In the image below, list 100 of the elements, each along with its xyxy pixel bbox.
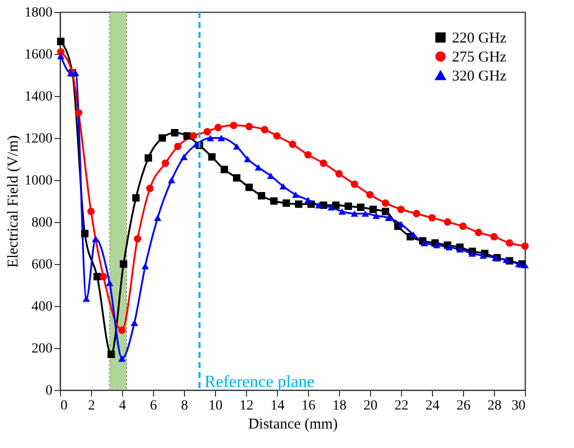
point — [106, 280, 114, 286]
point — [57, 38, 64, 46]
point — [204, 128, 211, 136]
point — [372, 212, 380, 219]
point — [142, 262, 149, 270]
x-tick-label: 10 — [208, 398, 222, 414]
x-tick-label: 20 — [364, 398, 378, 414]
point — [132, 194, 140, 202]
x-tick-label: 24 — [426, 398, 440, 414]
point — [57, 52, 64, 60]
point — [134, 235, 142, 242]
point — [420, 240, 428, 246]
x-tick-label: 28 — [488, 398, 502, 414]
point — [279, 183, 287, 190]
point — [412, 210, 420, 218]
point — [214, 124, 222, 132]
point — [356, 204, 364, 212]
point — [410, 231, 418, 238]
point — [456, 246, 464, 253]
point — [118, 355, 126, 362]
point — [120, 260, 128, 268]
y-tick-label: 1600 — [24, 48, 52, 62]
x-tick-label: 30 — [512, 398, 526, 414]
point — [206, 134, 214, 142]
y-tick-label: 600 — [32, 258, 52, 272]
point — [220, 166, 228, 174]
legend-label: 320 GHz — [452, 68, 507, 84]
point — [459, 222, 467, 230]
point — [158, 134, 166, 142]
point — [384, 214, 392, 222]
point — [397, 220, 405, 228]
y-tick-label: 1400 — [24, 90, 52, 104]
point — [168, 176, 176, 184]
point — [362, 210, 370, 217]
point — [350, 180, 358, 188]
point — [428, 214, 436, 222]
point — [244, 156, 252, 162]
y-tick-label: 1200 — [24, 132, 52, 146]
y-tick-label: 0 — [46, 384, 52, 398]
point — [292, 191, 300, 198]
point — [315, 202, 323, 208]
legend-label: 275 GHz — [452, 50, 507, 66]
point — [444, 218, 452, 226]
x-tick-label: 26 — [456, 398, 470, 414]
point — [230, 122, 238, 130]
point — [87, 208, 95, 216]
point — [282, 199, 290, 207]
y-tick-label: 200 — [32, 342, 52, 356]
x-tick-label: 18 — [332, 398, 346, 414]
point — [397, 206, 405, 214]
point — [506, 239, 514, 247]
point — [350, 210, 358, 217]
point — [344, 202, 352, 210]
point — [174, 142, 182, 150]
point — [107, 350, 115, 358]
point — [490, 233, 498, 240]
point — [320, 160, 328, 167]
point — [270, 197, 278, 205]
point — [432, 242, 440, 248]
point — [369, 206, 377, 214]
point — [328, 204, 335, 211]
point — [258, 192, 266, 200]
point — [57, 48, 64, 56]
point — [332, 201, 340, 209]
point — [260, 126, 268, 134]
point — [382, 199, 390, 207]
point — [146, 184, 154, 192]
legend-label: 220 GHz — [452, 30, 507, 46]
point — [521, 262, 529, 268]
x-tick-label: 22 — [394, 398, 408, 414]
y-tick-label: 800 — [32, 216, 52, 230]
point — [273, 132, 281, 140]
y-tick-label: 1800 — [24, 6, 52, 20]
point — [170, 129, 178, 136]
point — [217, 134, 225, 142]
point — [232, 143, 240, 150]
y-tick-label: 400 — [32, 300, 52, 314]
x-tick-label: 16 — [302, 398, 316, 414]
point — [366, 191, 374, 198]
point — [72, 70, 80, 76]
point — [93, 272, 101, 280]
x-tick-label: 8 — [181, 398, 188, 414]
point — [288, 140, 296, 148]
point — [515, 260, 523, 268]
point — [335, 170, 343, 178]
point — [468, 250, 476, 257]
point — [294, 200, 302, 208]
x-tick-label: 6 — [150, 398, 157, 414]
point — [479, 252, 487, 259]
point — [338, 208, 346, 215]
point — [304, 196, 312, 204]
x-tick-label: 4 — [119, 398, 126, 414]
point — [180, 154, 188, 160]
point — [521, 242, 529, 250]
ref-line-label: Reference plane — [204, 372, 314, 391]
point — [154, 214, 162, 222]
point — [502, 256, 510, 264]
point — [190, 132, 198, 140]
point — [245, 122, 253, 130]
point — [74, 109, 82, 116]
